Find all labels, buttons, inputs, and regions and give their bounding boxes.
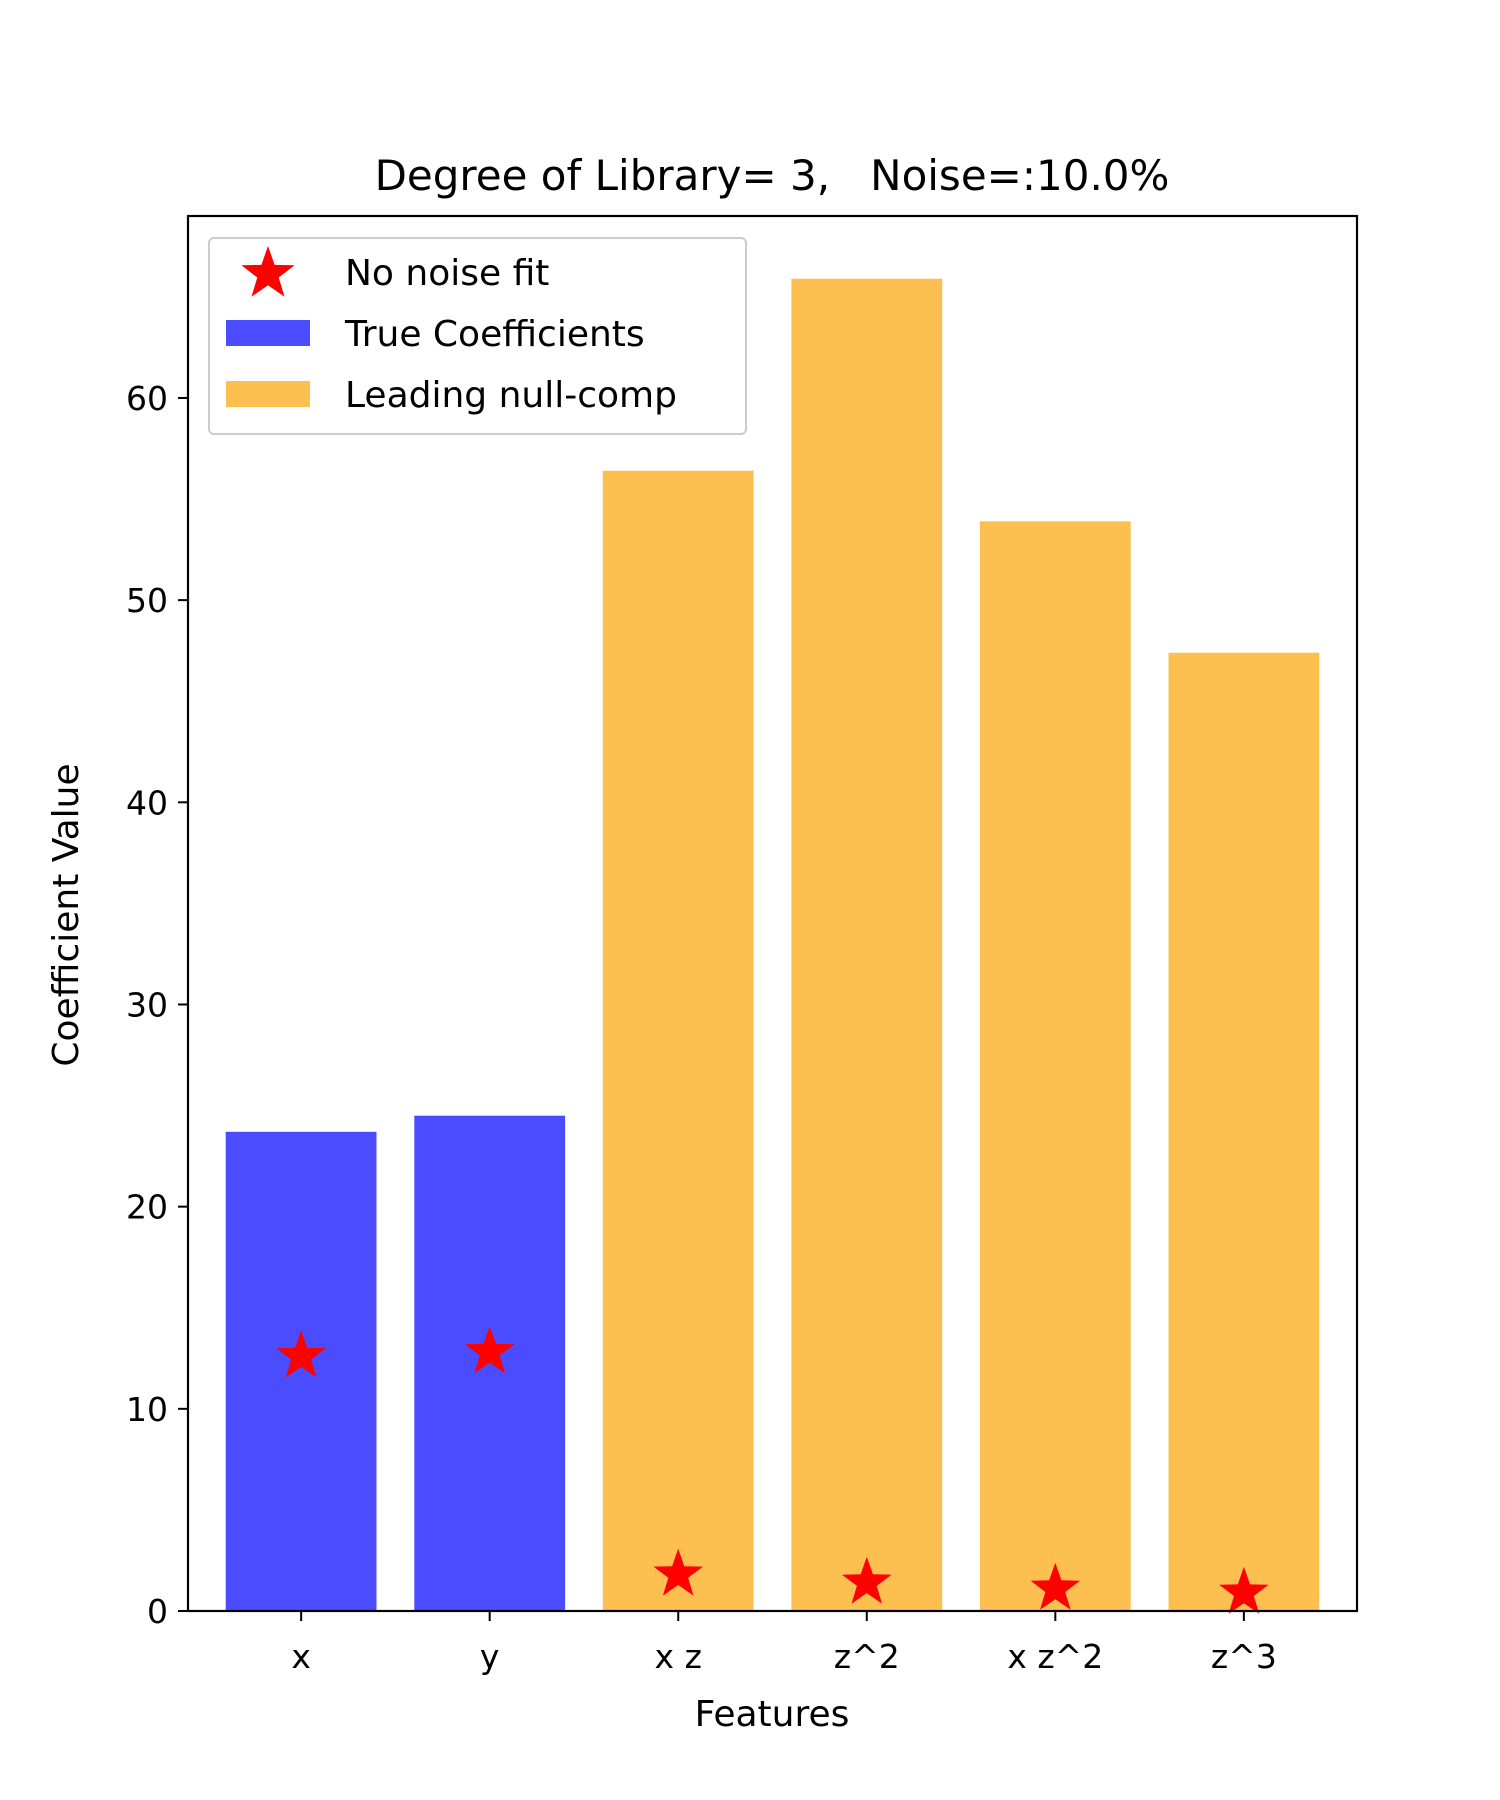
star-marker-x-z-2 bbox=[1030, 1562, 1081, 1610]
y-tick-label: 10 bbox=[126, 1390, 168, 1429]
star-marker-y bbox=[464, 1326, 515, 1374]
axes-frame bbox=[186, 214, 1359, 1613]
x-tick-label: y bbox=[480, 1637, 500, 1676]
bar-x-z bbox=[602, 470, 754, 1612]
legend-label-leading-null-comp: Leading null-comp bbox=[345, 375, 677, 416]
legend-label-no-noise-fit: No noise fit bbox=[345, 253, 549, 294]
bar-z-3 bbox=[1168, 652, 1320, 1611]
legend-star-marker bbox=[241, 246, 295, 297]
x-tick-label: x z bbox=[655, 1637, 702, 1676]
x-tick-label: z^3 bbox=[1211, 1637, 1277, 1676]
bar-y bbox=[414, 1115, 566, 1611]
y-tick-label: 0 bbox=[147, 1592, 168, 1631]
star-marker-x-z bbox=[653, 1548, 703, 1596]
star-marker-x bbox=[276, 1330, 326, 1378]
y-tick-label: 50 bbox=[126, 581, 168, 620]
chart-title: Degree of Library= 3, Noise=:10.0% bbox=[375, 151, 1170, 200]
legend-box bbox=[208, 237, 747, 435]
x-tick-label: z^2 bbox=[834, 1637, 900, 1676]
bar-z-2 bbox=[791, 278, 943, 1612]
y-tick-label: 60 bbox=[126, 379, 168, 418]
plot-area bbox=[225, 278, 1320, 1614]
bar-x bbox=[225, 1131, 377, 1611]
legend-label-true-coefficients: True Coefficients bbox=[344, 314, 645, 355]
x-axis-label: Features bbox=[695, 1694, 850, 1735]
x-tick-label: x bbox=[291, 1637, 311, 1676]
x-tick-label: x z^2 bbox=[1007, 1637, 1103, 1676]
legend-swatch-true-coefficients bbox=[226, 320, 310, 346]
y-tick-label: 20 bbox=[126, 1188, 168, 1227]
legend-swatch-leading-null-comp bbox=[226, 381, 310, 407]
axis-ticks: 0 10 20 30 40 50 60 x y x z z^2 x z^2 z^3 bbox=[126, 379, 1277, 1676]
bar-x-z-2 bbox=[979, 521, 1131, 1611]
y-tick-label: 40 bbox=[126, 783, 168, 822]
y-tick-label: 30 bbox=[126, 985, 168, 1024]
y-axis-label: Coefficient Value bbox=[46, 763, 87, 1066]
legend: No noise fit True Coefficients Leading n… bbox=[208, 237, 747, 435]
star-marker-z-2 bbox=[842, 1556, 892, 1604]
star-marker-z-3 bbox=[1219, 1566, 1269, 1614]
